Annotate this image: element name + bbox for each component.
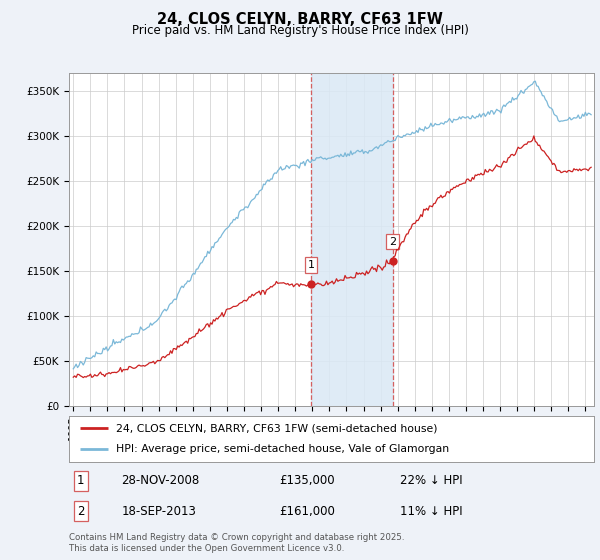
Bar (311, 73, 392, 406)
Text: 1: 1 (307, 260, 314, 270)
Text: Contains HM Land Registry data © Crown copyright and database right 2025.
This d: Contains HM Land Registry data © Crown c… (69, 533, 404, 553)
Text: 11% ↓ HPI: 11% ↓ HPI (400, 505, 463, 517)
Text: 24, CLOS CELYN, BARRY, CF63 1FW (semi-detached house): 24, CLOS CELYN, BARRY, CF63 1FW (semi-de… (116, 423, 438, 433)
Text: 1: 1 (77, 474, 85, 487)
Text: Price paid vs. HM Land Registry's House Price Index (HPI): Price paid vs. HM Land Registry's House … (131, 24, 469, 36)
Text: 28-NOV-2008: 28-NOV-2008 (121, 474, 200, 487)
Text: 22% ↓ HPI: 22% ↓ HPI (400, 474, 463, 487)
Text: 18-SEP-2013: 18-SEP-2013 (121, 505, 196, 517)
Text: 2: 2 (389, 237, 396, 246)
Text: £135,000: £135,000 (279, 474, 335, 487)
Text: £161,000: £161,000 (279, 505, 335, 517)
Text: 2: 2 (77, 505, 85, 517)
Text: HPI: Average price, semi-detached house, Vale of Glamorgan: HPI: Average price, semi-detached house,… (116, 445, 449, 455)
Text: 24, CLOS CELYN, BARRY, CF63 1FW: 24, CLOS CELYN, BARRY, CF63 1FW (157, 12, 443, 27)
